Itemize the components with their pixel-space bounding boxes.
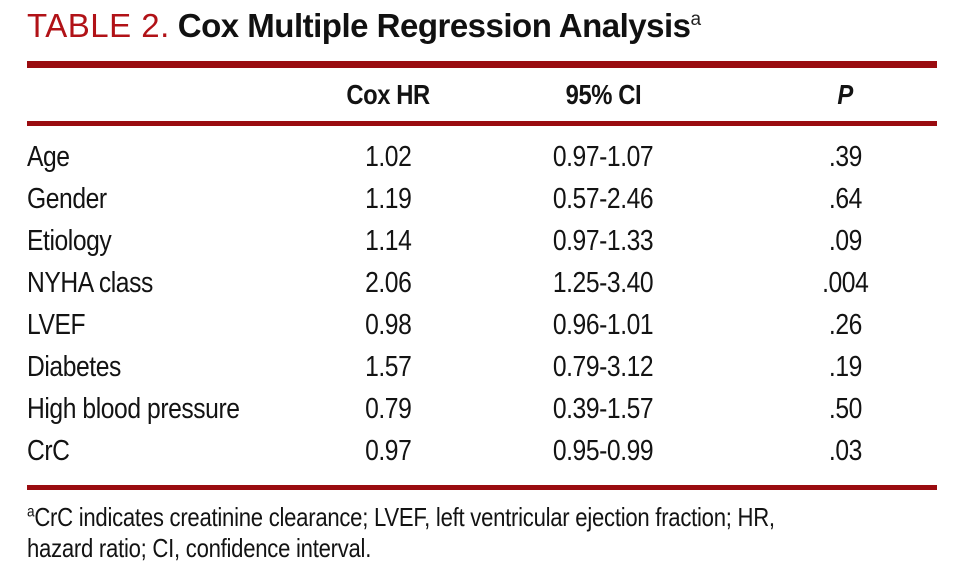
cox-hr-cell: 0.98 (364, 308, 412, 341)
cox-hr-cell: 0.97 (364, 434, 412, 467)
table-body: Age 1.02 0.97-1.07 .39 Gender 1.19 0.57-… (27, 126, 937, 476)
cox-hr-cell: 1.14 (364, 224, 412, 257)
row-label-cell: Gender (27, 182, 107, 215)
cox-hr-cell: 1.02 (364, 140, 412, 173)
row-label-cell: LVEF (27, 308, 86, 341)
p-cell: .64 (828, 182, 862, 215)
p-cell: .004 (821, 266, 869, 299)
row-label-cell: Diabetes (27, 350, 121, 383)
table-row: CrC 0.97 0.95-0.99 .03 (27, 430, 937, 472)
table-row: Gender 1.19 0.57-2.46 .64 (27, 178, 937, 220)
row-label-cell: CrC (27, 434, 70, 467)
table-figure: TABLE 2. Cox Multiple Regression Analysis… (27, 6, 937, 564)
row-label-cell: Etiology (27, 224, 112, 257)
p-cell: .09 (828, 224, 862, 257)
ci-cell: 0.57-2.46 (552, 182, 654, 215)
table-title-text: Cox Multiple Regression Analysis (177, 7, 691, 44)
table-row: NYHA class 2.06 1.25-3.40 .004 (27, 262, 937, 304)
top-rule (27, 61, 937, 68)
cox-hr-cell: 1.57 (364, 350, 412, 383)
table-row: Diabetes 1.57 0.79-3.12 .19 (27, 346, 937, 388)
ci-cell: 0.39-1.57 (552, 392, 654, 425)
ci-cell: 0.97-1.33 (552, 224, 654, 257)
cox-hr-cell: 2.06 (364, 266, 412, 299)
p-cell: .03 (828, 434, 862, 467)
p-cell: .39 (828, 140, 862, 173)
table-header-row: Cox HR 95% CI P (27, 68, 937, 121)
ci-cell: 1.25-3.40 (552, 266, 654, 299)
ci-cell: 0.97-1.07 (552, 140, 654, 173)
table-title: TABLE 2. Cox Multiple Regression Analysis… (27, 6, 937, 46)
footnote-superscript: a (27, 503, 35, 521)
table-footnote: aCrC indicates creatinine clearance; LVE… (27, 502, 937, 564)
ci-cell: 0.96-1.01 (552, 308, 654, 341)
row-label-cell: High blood pressure (27, 392, 240, 425)
cox-hr-cell: 1.19 (364, 182, 412, 215)
table-row: LVEF 0.98 0.96-1.01 .26 (27, 304, 937, 346)
table-row: High blood pressure 0.79 0.39-1.57 .50 (27, 388, 937, 430)
header-cox-hr: Cox HR (346, 78, 430, 110)
ci-cell: 0.79-3.12 (552, 350, 654, 383)
p-cell: .26 (828, 308, 862, 341)
p-cell: .50 (828, 392, 862, 425)
table-row: Age 1.02 0.97-1.07 .39 (27, 136, 937, 178)
footnote-text: CrC indicates creatinine clearance; LVEF… (27, 502, 775, 563)
table-number-label: TABLE 2. (27, 7, 170, 44)
table-row: Etiology 1.14 0.97-1.33 .09 (27, 220, 937, 262)
header-rule (27, 121, 937, 126)
header-95-ci: 95% CI (565, 78, 641, 110)
row-label-cell: NYHA class (27, 266, 153, 299)
title-superscript: a (690, 9, 702, 30)
row-label-cell: Age (27, 140, 70, 173)
p-cell: .19 (828, 350, 862, 383)
bottom-rule (27, 485, 937, 490)
cox-hr-cell: 0.79 (364, 392, 412, 425)
header-p-value: P (837, 78, 853, 110)
ci-cell: 0.95-0.99 (552, 434, 654, 467)
